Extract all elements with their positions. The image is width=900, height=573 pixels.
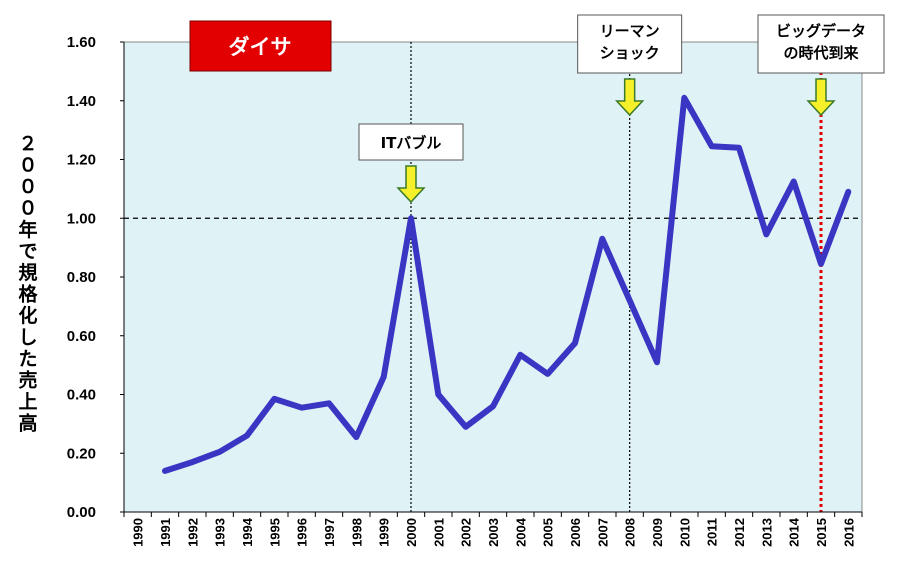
annotations: ITバブル リーマンショック ビッグデータの時代到来 — [358, 14, 885, 204]
x-tick-label: 2012 — [732, 518, 747, 547]
annotation-label: リーマンショック — [600, 22, 660, 62]
x-tick-label: 2004 — [513, 517, 528, 547]
x-tick-label: 2011 — [705, 518, 720, 546]
annotation-label-line: ITバブル — [381, 134, 442, 152]
y-tick-label: 1.00 — [67, 210, 96, 227]
x-tick-label: 2009 — [650, 518, 665, 547]
down-arrow-icon — [614, 78, 645, 117]
y-axis-label-char: 上 — [18, 391, 37, 413]
x-tick-label: 2013 — [759, 518, 774, 547]
y-axis-label-char: た — [18, 348, 37, 370]
title-badge: ダイサ — [189, 20, 332, 72]
y-axis-label-char: 年 — [18, 218, 37, 241]
x-tick-label: 1996 — [295, 518, 310, 547]
annotation-box — [757, 14, 885, 74]
y-axis-label-char: ２ — [18, 133, 37, 155]
x-tick-label: 2001 — [431, 518, 446, 547]
annotation-label: ビッグデータの時代到来 — [776, 22, 866, 62]
series-line — [162, 94, 852, 474]
x-tick-label: 1995 — [267, 518, 282, 547]
x-tick-label: 1992 — [185, 518, 200, 547]
x-tick-label: 1990 — [131, 518, 146, 547]
down-arrow-icon — [806, 78, 836, 117]
annotation-label-line: ショック — [600, 44, 660, 62]
y-axis-label-char: 化 — [18, 304, 37, 327]
x-tick-label: 2010 — [677, 518, 692, 547]
y-axis-label-char: 売 — [18, 369, 37, 392]
annotation-label-line: の時代到来 — [783, 44, 859, 62]
x-tick-label: 2016 — [841, 518, 856, 547]
y-axis-label-char: 規 — [18, 262, 37, 284]
down-arrow-icon — [396, 165, 426, 204]
y-axis-label-char: 高 — [18, 412, 37, 435]
x-tick-label: 1998 — [349, 518, 364, 547]
y-tick-label: 0.00 — [67, 504, 96, 521]
chart-title: ダイサ — [229, 35, 292, 59]
x-tick-label: 2002 — [459, 518, 474, 547]
y-axis-label-char: ０ — [18, 198, 37, 220]
x-tick-label: 1994 — [240, 517, 255, 547]
x-tick-label: 2015 — [814, 518, 829, 547]
y-axis-label-char: ０ — [18, 176, 37, 198]
x-tick-label: 2006 — [568, 518, 583, 547]
y-tick-label: 1.40 — [67, 93, 96, 110]
y-tick-label: 0.20 — [67, 445, 96, 462]
annotation-label-line: リーマン — [600, 22, 660, 40]
x-tick-label: 2014 — [787, 517, 802, 547]
x-tick-label: 1997 — [322, 518, 337, 547]
annotation-box — [358, 123, 464, 161]
y-axis-label-char: で — [18, 241, 37, 263]
data-series — [162, 94, 852, 474]
x-tick-label: 2007 — [595, 518, 610, 547]
y-tick-label: 0.60 — [67, 328, 96, 345]
y-axis-label-char: し — [18, 327, 37, 349]
y-tick-label: 1.60 — [67, 34, 96, 51]
annotation-label-line: ビッグデータ — [776, 22, 866, 40]
axes: 0.00 0.20 0.40 0.60 0.80 1.00 1.20 1.40 1.60 1990… — [67, 34, 863, 547]
y-tick-label: 1.20 — [67, 152, 96, 169]
x-tick-label: 2005 — [541, 518, 556, 547]
annotation-callout: ビッグデータの時代到来 — [757, 14, 885, 117]
annotation-box — [577, 14, 683, 74]
y-axis-label-char: 格 — [18, 283, 38, 306]
x-tick-label: 2008 — [623, 518, 638, 547]
y-axis-label-char: ０ — [18, 155, 37, 177]
annotation-label: ITバブル — [381, 134, 442, 152]
annotation-callout: ITバブル — [358, 123, 464, 204]
x-tick-label: 1999 — [377, 518, 392, 547]
annotation-callout: リーマンショック — [577, 14, 683, 117]
x-tick-label: 2003 — [486, 518, 501, 547]
y-tick-label: 0.80 — [67, 269, 96, 286]
x-tick-label: 2000 — [404, 518, 419, 547]
x-tick-label: 1993 — [213, 518, 228, 547]
y-tick-label: 0.40 — [67, 387, 96, 404]
x-tick-label: 1991 — [158, 518, 173, 547]
